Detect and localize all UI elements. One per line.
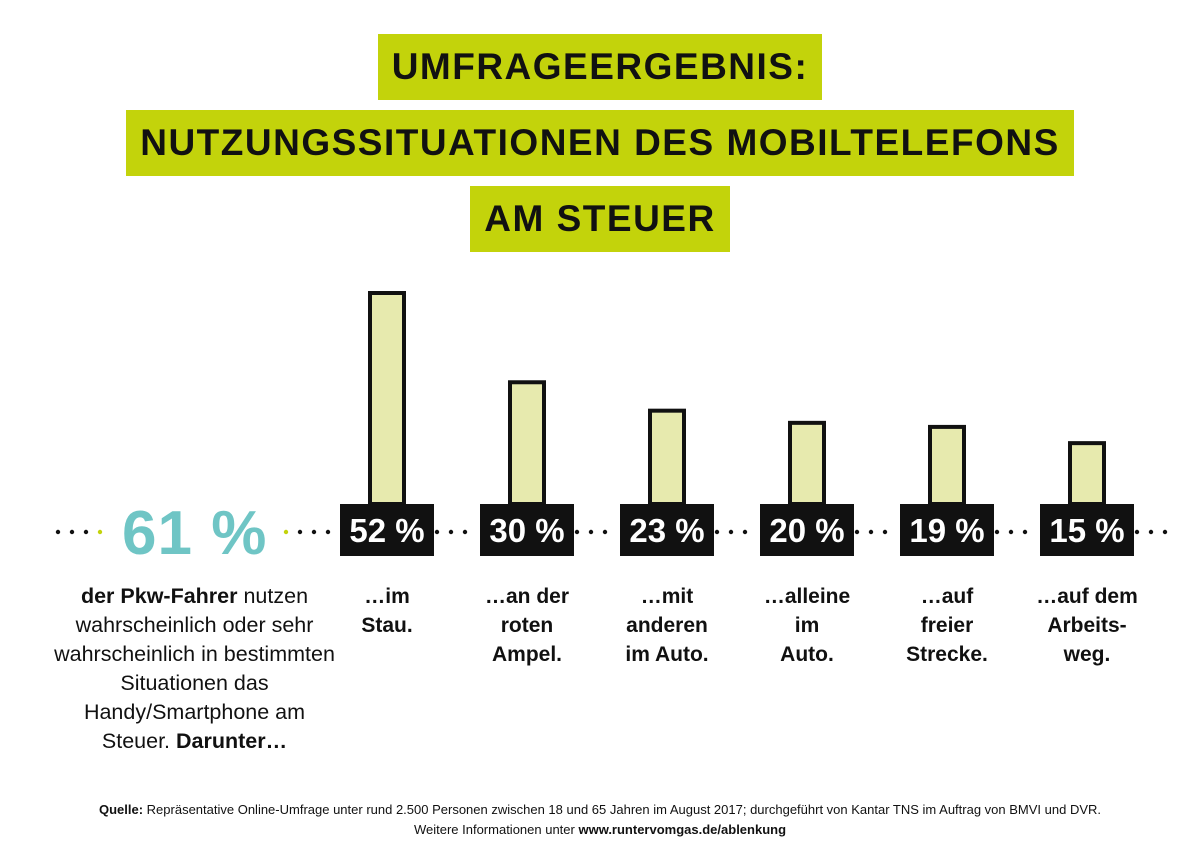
value-label-4: 20 % [769, 512, 844, 549]
connector-dot [297, 529, 303, 535]
connector-dot [868, 529, 874, 535]
title-line-3: AM STEUER [470, 186, 730, 252]
connector-dot [728, 529, 734, 535]
value-label-3: 23 % [629, 512, 704, 549]
summary-bold-end: Darunter… [176, 729, 288, 753]
connector-dot [283, 529, 289, 535]
source-note: Quelle: Repräsentative Online-Umfrage un… [0, 800, 1200, 840]
connector-dot [69, 529, 75, 535]
more-info-link[interactable]: www.runtervomgas.de/ablenkung [578, 822, 787, 837]
connector-dot [97, 529, 103, 535]
title-line-1: UMFRAGEERGEBNIS: [377, 34, 823, 100]
bar-chart: 52 % 30 % 23 % 20 % 19 % 15 % [55, 291, 1168, 556]
connector-dot [714, 529, 720, 535]
value-box-1 [340, 504, 434, 556]
category-label-2: …an der roten Ampel. [484, 585, 570, 666]
connector-dot [882, 529, 888, 535]
bar-2 [508, 380, 546, 506]
connector-dot [311, 529, 317, 535]
value-box-4 [760, 504, 854, 556]
category-label-3: …mit anderen im Auto. [625, 585, 709, 666]
connector-dot [1162, 529, 1168, 535]
category-label-5: …auf freier Strecke. [906, 585, 988, 666]
category-label-4: …alleine im Auto. [763, 585, 851, 666]
summary-percent: 61 % [122, 499, 268, 568]
value-box-3 [620, 504, 714, 556]
more-info-prefix: Weitere Informationen unter [413, 822, 579, 837]
bar-1 [368, 291, 406, 506]
connector-dot [1008, 529, 1014, 535]
bar-5 [928, 424, 966, 506]
source-line: Quelle: Repräsentative Online-Umfrage un… [0, 800, 1200, 820]
connector-dot [854, 529, 860, 535]
source-label: Quelle: [98, 802, 144, 817]
connector-dot [1134, 529, 1140, 535]
connector-dot [55, 529, 61, 535]
value-box-5 [900, 504, 994, 556]
connector-dot [588, 529, 594, 535]
value-label-2: 30 % [489, 512, 564, 549]
connector-dot [602, 529, 608, 535]
summary-body: nutzen wahrscheinlich oder sehr wahrsche… [54, 584, 335, 753]
value-label-5: 19 % [909, 512, 984, 549]
bar-4 [788, 420, 826, 507]
connector-dot [83, 529, 89, 535]
summary-text: der Pkw-Fahrer nutzen wahrscheinlich ode… [52, 582, 337, 756]
value-label-6: 15 % [1049, 512, 1124, 549]
bar-3 [648, 408, 686, 506]
value-label-1: 52 % [349, 512, 424, 549]
value-box-2 [480, 504, 574, 556]
connector-dot [574, 529, 580, 535]
category-label-1: …im Stau. [361, 585, 413, 637]
connector-dot [1022, 529, 1028, 535]
connector-dot [1148, 529, 1154, 535]
category-label-6: …auf dem Arbeits- weg. [1036, 585, 1138, 666]
title-block: UMFRAGEERGEBNIS: NUTZUNGSSITUATIONEN DES… [0, 34, 1200, 252]
bar-6 [1068, 441, 1106, 506]
connector-dot [448, 529, 454, 535]
connector-dot [742, 529, 748, 535]
value-box-6 [1040, 504, 1134, 556]
connector-dot [434, 529, 440, 535]
connector-dot [462, 529, 468, 535]
connector-dot [325, 529, 331, 535]
source-text: Repräsentative Online-Umfrage unter rund… [143, 802, 1102, 817]
title-line-2: NUTZUNGSSITUATIONEN DES MOBILTELEFONS [126, 110, 1074, 176]
more-info-line: Weitere Informationen unter www.runtervo… [0, 820, 1200, 840]
summary-bold-lead: der Pkw-Fahrer [80, 584, 238, 608]
connector-dot [994, 529, 1000, 535]
